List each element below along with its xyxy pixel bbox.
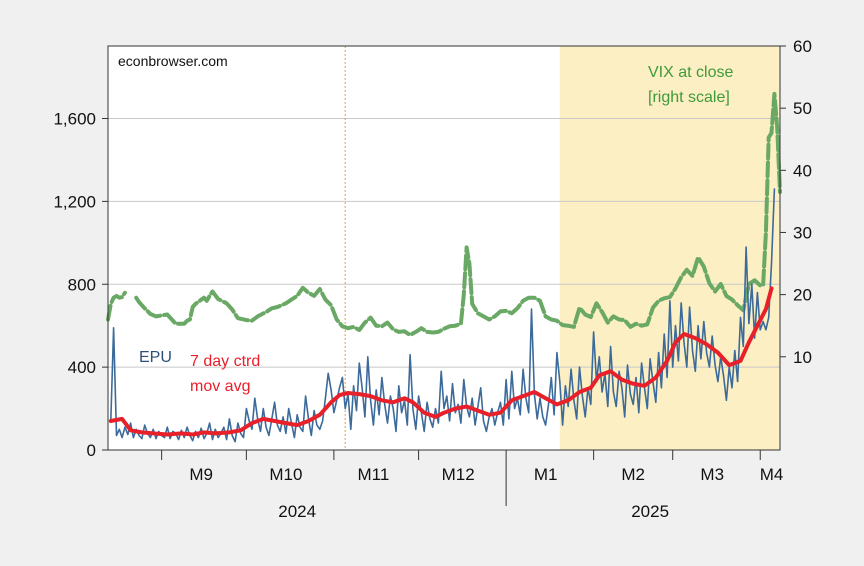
watermark-text: econbrowser.com [118, 53, 228, 69]
right-axis-tick-label: 10 [793, 348, 812, 367]
x-axis-month-label: M1 [534, 465, 558, 484]
series-line-7-day-ctrd-mov-avg [108, 286, 774, 437]
x-axis-month-label: M3 [700, 465, 724, 484]
left-axis-tick-label: 400 [68, 358, 96, 377]
x-axis-month-label: M9 [189, 465, 213, 484]
plot-frame [107, 45, 781, 451]
x-axis-month-label: M11 [358, 465, 390, 484]
annotation-vix-line2: [right scale] [648, 89, 730, 106]
annotation-epu: EPU [139, 349, 172, 366]
shaded-region [559, 46, 780, 450]
right-axis-tick-label: 40 [793, 161, 812, 180]
series-line-vix-at-close [106, 91, 782, 337]
x-axis-month-label: M2 [621, 465, 645, 484]
right-axis-tick-label: 20 [793, 286, 812, 305]
x-axis-month-label: M12 [442, 465, 475, 484]
annotation-mov-avg-line1: 7 day ctrd [190, 353, 260, 370]
right-axis-tick-label: 60 [793, 37, 812, 56]
left-axis-tick-label: 1,200 [53, 192, 96, 211]
x-axis-year-label: 2025 [631, 502, 669, 521]
annotation-mov-avg-line2: mov avg [190, 378, 250, 395]
annotation-vix-line1: VIX at close [648, 64, 733, 81]
x-axis-month-label: M10 [269, 465, 302, 484]
x-axis-month-label: M4 [760, 465, 784, 484]
x-axis-year-label: 2024 [278, 502, 316, 521]
right-axis-tick-label: 30 [793, 223, 812, 242]
left-axis-tick-label: 0 [87, 441, 96, 460]
left-axis-tick-label: 800 [68, 275, 96, 294]
left-axis-tick-label: 1,600 [53, 110, 96, 129]
right-axis-tick-label: 50 [793, 99, 812, 118]
